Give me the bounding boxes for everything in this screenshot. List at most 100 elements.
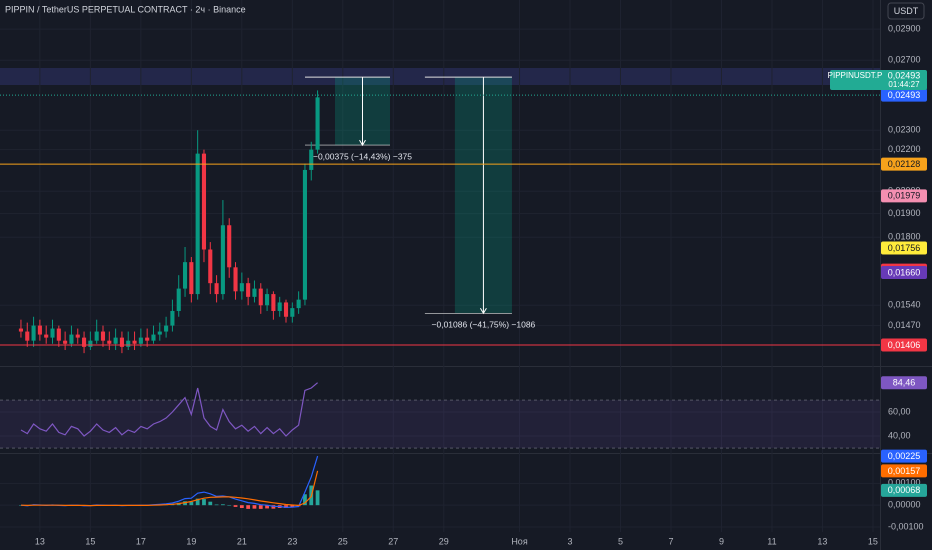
- measure-label: −0,00375 (−14,43%) −375: [313, 151, 412, 161]
- x-tick-label: 17: [136, 536, 146, 546]
- candle-body: [18, 328, 24, 332]
- macd-histogram-bar: [239, 505, 244, 509]
- y-tick-label: -0,00100: [888, 521, 924, 531]
- price-label: 0,01979: [888, 191, 921, 201]
- price-label-badge: [881, 241, 927, 255]
- macd-histogram-bar: [315, 490, 320, 506]
- chart-title: PIPPIN / TetherUS PERPETUAL CONTRACT · 2…: [5, 4, 246, 14]
- price-label-badge: [881, 88, 927, 102]
- currency-label[interactable]: USDT: [894, 6, 919, 16]
- signal-line: [20, 470, 319, 507]
- measure-arrowhead: [479, 308, 487, 315]
- candle-body: [82, 337, 87, 347]
- macd-histogram-bar: [290, 505, 295, 508]
- macd-histogram-bar: [252, 505, 257, 509]
- highlight-zone: [0, 68, 880, 85]
- last-price-label: 0,02493: [888, 70, 921, 80]
- price-label: 0,01406: [888, 340, 921, 350]
- candle-body: [164, 325, 169, 332]
- symbol-label: PIPPINUSDT.P: [828, 71, 883, 80]
- countdown-label: 01:44:27: [888, 80, 920, 89]
- currency-button[interactable]: [887, 2, 925, 20]
- candle-body: [195, 153, 200, 295]
- candle-body: [170, 310, 175, 326]
- candle-body: [182, 262, 188, 289]
- y-tick-label: 0,00000: [888, 500, 921, 510]
- candle-body: [44, 334, 49, 338]
- candle-body: [315, 97, 320, 150]
- y-tick-label: 0,02900: [888, 23, 921, 33]
- macd-histogram-bar: [233, 505, 238, 507]
- price-label-badge: [881, 376, 927, 390]
- x-tick-label: Ноя: [511, 536, 528, 546]
- candle-body: [296, 299, 301, 309]
- candle-body: [271, 294, 276, 311]
- candle-body: [63, 340, 68, 344]
- candle-body: [151, 334, 156, 341]
- candle-body: [119, 337, 124, 347]
- x-tick-label: 23: [287, 536, 297, 546]
- measure-label: −0,01086 (−41,75%) −1086: [432, 320, 536, 330]
- price-label-badge: [881, 464, 927, 478]
- macd-histogram-bar: [246, 505, 251, 509]
- x-tick-label: 29: [439, 536, 449, 546]
- candle-body: [56, 328, 61, 341]
- candle-body: [290, 308, 295, 317]
- price-label-badge: [881, 157, 927, 171]
- candle-body: [258, 288, 263, 306]
- candle-body: [302, 169, 307, 300]
- macd-histogram-bar: [303, 494, 307, 506]
- candle-body: [239, 283, 244, 292]
- symbol-badge: [830, 70, 927, 90]
- candle-body: [220, 225, 225, 295]
- y-tick-label: 0,01540: [888, 300, 921, 310]
- candle-body: [100, 331, 106, 341]
- price-label: 0,02493: [888, 90, 921, 100]
- price-label-badge: [881, 483, 927, 497]
- price-label: 0,00157: [888, 466, 921, 476]
- candle-body: [214, 283, 219, 295]
- candle-body: [50, 328, 55, 338]
- y-tick-label: 0,02200: [888, 144, 921, 154]
- x-tick-label: 25: [338, 536, 348, 546]
- candle-body: [25, 331, 30, 341]
- x-tick-label: 7: [668, 536, 673, 546]
- candle-body: [88, 340, 93, 347]
- candle-body: [126, 340, 131, 347]
- candle-body: [309, 149, 314, 170]
- macd-histogram-bar: [265, 505, 269, 509]
- macd-histogram-bar: [271, 505, 276, 509]
- price-label-badge: [881, 266, 927, 280]
- price-label-badge: [881, 189, 927, 203]
- x-tick-label: 21: [237, 536, 247, 546]
- candle-body: [138, 337, 143, 344]
- y-tick-label: 0,02700: [888, 55, 921, 65]
- price-label: 0,02128: [888, 159, 921, 169]
- candle-body: [265, 294, 270, 306]
- candle-body: [132, 340, 137, 344]
- x-tick-label: 27: [388, 536, 398, 546]
- candle-body: [176, 288, 181, 311]
- macd-histogram-bar: [221, 504, 225, 506]
- x-tick-label: 15: [868, 536, 878, 546]
- y-tick-label: 0,01900: [888, 208, 921, 218]
- y-tick-label: 0,00100: [888, 478, 921, 488]
- price-label: 0,00225: [888, 451, 921, 461]
- macd-histogram-bar: [183, 501, 187, 506]
- x-tick-label: 13: [35, 536, 45, 546]
- measure-arrowhead: [359, 139, 366, 147]
- candle-body: [145, 337, 150, 341]
- candle-body: [283, 302, 289, 317]
- candle-body: [233, 267, 238, 292]
- y-tick-label: 0,01800: [888, 232, 921, 242]
- candle-body: [208, 249, 213, 284]
- y-tick-label: 0,02300: [888, 125, 921, 135]
- x-tick-label: 19: [186, 536, 196, 546]
- price-label-badge: [881, 338, 927, 352]
- macd-histogram-bar: [189, 501, 194, 506]
- candle-body: [31, 325, 36, 341]
- y-tick-label: 60,00: [888, 406, 911, 416]
- candle-body: [69, 334, 74, 344]
